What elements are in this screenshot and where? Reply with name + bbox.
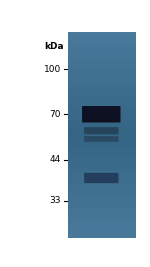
Text: 70: 70: [50, 110, 61, 119]
Text: kDa: kDa: [44, 42, 64, 51]
FancyBboxPatch shape: [84, 127, 118, 134]
FancyBboxPatch shape: [82, 106, 120, 123]
FancyBboxPatch shape: [84, 136, 118, 142]
Text: 33: 33: [50, 196, 61, 205]
Text: 44: 44: [50, 155, 61, 164]
FancyBboxPatch shape: [84, 173, 118, 183]
Text: 100: 100: [44, 65, 61, 73]
